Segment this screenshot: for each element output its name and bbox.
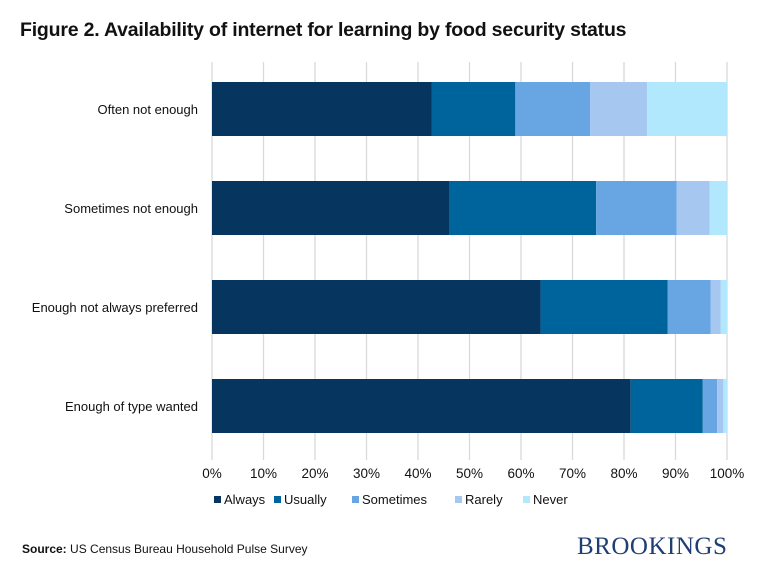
bar-segment-sometimes — [667, 280, 711, 334]
bar-segment-usually — [540, 280, 668, 334]
bar-segment-usually — [449, 181, 597, 235]
bar-segment-never — [723, 379, 727, 433]
legend-swatch-usually — [274, 496, 281, 503]
bar-segment-always — [212, 82, 432, 136]
bar-segment-sometimes — [596, 181, 677, 235]
category-label: Enough of type wanted — [65, 399, 198, 414]
category-label: Enough not always preferred — [32, 300, 198, 315]
bar-segment-sometimes — [515, 82, 591, 136]
x-tick-label: 40% — [404, 466, 431, 481]
legend-label: Rarely — [465, 492, 503, 507]
legend-swatch-rarely — [455, 496, 462, 503]
bar-segment-always — [212, 181, 450, 235]
legend-swatch-never — [523, 496, 530, 503]
legend-label: Usually — [284, 492, 327, 507]
category-label: Sometimes not enough — [64, 201, 198, 216]
x-tick-label: 80% — [610, 466, 637, 481]
brookings-logo: BROOKINGS — [577, 533, 728, 560]
x-tick-label: 0% — [202, 466, 222, 481]
bar-segment-sometimes — [702, 379, 718, 433]
legend-label: Sometimes — [362, 492, 428, 507]
category-label: Often not enough — [98, 102, 198, 117]
legend-label: Never — [533, 492, 568, 507]
bar-segment-never — [647, 82, 727, 136]
x-tick-label: 90% — [662, 466, 689, 481]
bar-segment-usually — [630, 379, 703, 433]
bar-segment-always — [212, 280, 541, 334]
x-tick-label: 70% — [559, 466, 586, 481]
bar-segment-usually — [431, 82, 516, 136]
source-note: Source: US Census Bureau Household Pulse… — [22, 542, 308, 556]
x-tick-label: 20% — [301, 466, 328, 481]
bar-segment-rarely — [710, 280, 721, 334]
bar-segment-rarely — [676, 181, 710, 235]
bar-segment-never — [720, 280, 727, 334]
bar-segment-rarely — [717, 379, 724, 433]
x-tick-label: 60% — [507, 466, 534, 481]
chart-title: Figure 2. Availability of internet for l… — [20, 19, 627, 41]
legend-label: Always — [224, 492, 266, 507]
bar-segment-never — [709, 181, 727, 235]
x-tick-label: 50% — [456, 466, 483, 481]
bar-segment-always — [212, 379, 631, 433]
source-label: Source: — [22, 542, 67, 556]
legend-swatch-sometimes — [352, 496, 359, 503]
legend-swatch-always — [214, 496, 221, 503]
x-tick-label: 30% — [353, 466, 380, 481]
x-tick-label: 100% — [710, 466, 745, 481]
bar-segment-rarely — [590, 82, 648, 136]
source-text: US Census Bureau Household Pulse Survey — [70, 542, 308, 556]
x-tick-label: 10% — [250, 466, 277, 481]
